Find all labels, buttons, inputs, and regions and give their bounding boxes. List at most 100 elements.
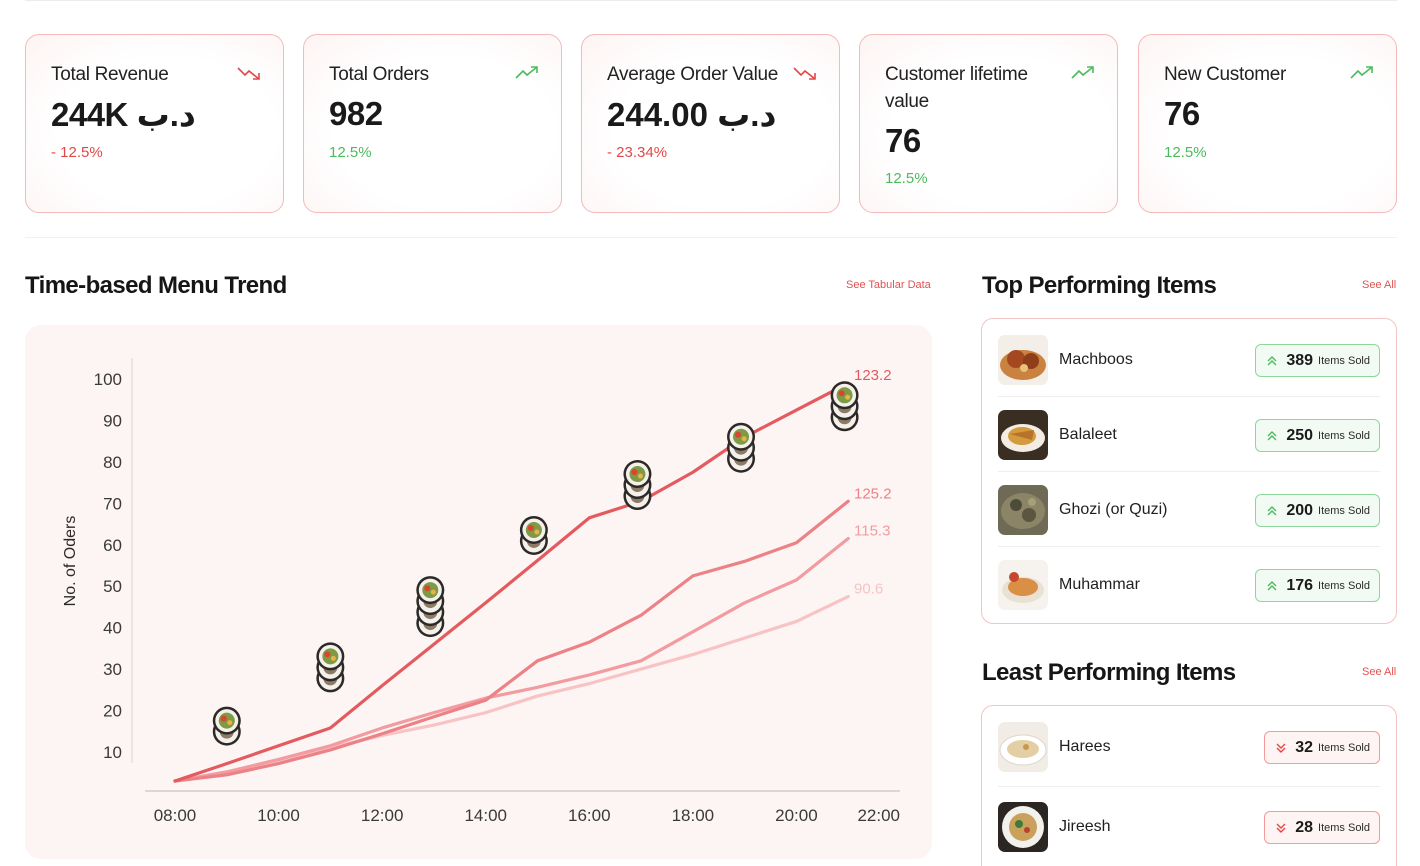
least-items-title: Least Performing Items	[982, 659, 1236, 686]
series-end-label: 125.2	[854, 485, 892, 502]
items-sold-count: 28	[1295, 818, 1314, 836]
food-thumbnail	[998, 485, 1048, 535]
kpi-value: 244.00 د.ب	[607, 96, 777, 133]
kpi-title: Average Order Value	[607, 64, 779, 85]
y-tick-label: 60	[103, 536, 122, 555]
items-sold-count: 200	[1286, 501, 1314, 519]
kpi-title: Total Revenue	[51, 64, 169, 85]
x-tick-label: 08:00	[154, 806, 197, 825]
top-items-list: Machboos 389 Items Sold Balaleet 250 Ite…	[981, 318, 1397, 624]
items-sold-badge: 250 Items Sold	[1255, 419, 1380, 452]
kpi-card-average-order-value[interactable]: Average Order Value 244.00 د.ب - 23.34%	[581, 34, 840, 213]
series-end-label: 123.2	[854, 367, 892, 384]
y-axis-label: No. of Oders	[62, 516, 79, 607]
kpi-delta: 12.5%	[1164, 144, 1207, 161]
food-thumbnail	[998, 335, 1048, 385]
items-sold-badge: 28 Items Sold	[1264, 811, 1380, 844]
x-tick-label: 12:00	[361, 806, 404, 825]
y-tick-label: 50	[103, 577, 122, 596]
kpi-card-total-orders[interactable]: Total Orders 982 12.5%	[303, 34, 562, 213]
x-tick-label: 18:00	[672, 806, 715, 825]
series-end-label: 115.3	[854, 523, 890, 540]
top-items-see-all-link[interactable]: See All	[1362, 279, 1397, 291]
x-tick-label: 22:00	[857, 806, 900, 825]
items-sold-unit: Items Sold	[1318, 429, 1370, 442]
trend-up-icon	[1071, 66, 1094, 79]
items-sold-count: 250	[1286, 426, 1314, 444]
kpi-value: 244K د.ب	[51, 96, 196, 133]
list-item[interactable]: Machboos 389 Items Sold	[998, 322, 1380, 397]
items-sold-unit: Items Sold	[1318, 504, 1370, 517]
food-thumbnail	[998, 802, 1048, 852]
kpi-value: 76	[1164, 95, 1200, 132]
dish-thumbnail	[416, 576, 445, 605]
divider	[998, 546, 1380, 547]
item-name: Muhammar	[1059, 576, 1140, 593]
y-tick-label: 70	[103, 494, 122, 513]
kpi-row: Total Revenue 244K د.ب - 12.5% Total Ord…	[25, 34, 1397, 213]
divider	[998, 396, 1380, 397]
items-sold-badge: 200 Items Sold	[1255, 494, 1380, 527]
list-item[interactable]: Ghozi (or Quzi) 200 Items Sold	[998, 472, 1380, 547]
kpi-delta: 12.5%	[329, 144, 372, 161]
y-tick-label: 40	[103, 619, 122, 638]
double-chevron-up-icon	[1267, 431, 1277, 441]
kpi-card-new-customer[interactable]: New Customer 76 12.5%	[1138, 34, 1397, 213]
items-sold-count: 176	[1286, 576, 1314, 594]
items-sold-unit: Items Sold	[1318, 354, 1370, 367]
least-items-see-all-link[interactable]: See All	[1362, 666, 1397, 678]
top-divider	[25, 0, 1397, 1]
section-divider	[25, 237, 1397, 238]
food-thumbnail	[998, 722, 1048, 772]
x-tick-label: 10:00	[257, 806, 300, 825]
dish-thumbnail	[623, 460, 652, 489]
series-line	[173, 594, 850, 783]
kpi-delta: 12.5%	[885, 170, 928, 187]
series-end-label: 90.6	[854, 581, 883, 598]
divider	[998, 786, 1380, 787]
least-items-list: Harees 32 Items Sold Jireesh 28 Items So…	[981, 705, 1397, 866]
kpi-delta: - 23.34%	[607, 144, 668, 161]
dish-thumbnail	[316, 642, 345, 671]
menu-trend-chart: No. of Oders 100 90 80 70 60 50 40 30 20 10 08:00…	[62, 358, 900, 825]
trend-up-icon	[515, 66, 538, 79]
kpi-card-customer-lifetime-value[interactable]: Customer lifetime value 76 12.5%	[859, 34, 1118, 213]
trend-down-icon	[237, 67, 260, 80]
kpi-title: New Customer	[1164, 64, 1287, 85]
items-sold-unit: Items Sold	[1318, 741, 1370, 754]
items-sold-badge: 176 Items Sold	[1255, 569, 1380, 602]
dish-thumbnail	[212, 706, 241, 735]
double-chevron-up-icon	[1267, 581, 1277, 591]
divider	[998, 471, 1380, 472]
double-chevron-down-icon	[1276, 823, 1286, 833]
y-tick-label: 20	[103, 702, 122, 721]
item-name: Harees	[1059, 738, 1111, 755]
list-item[interactable]: Jireesh 28 Items Sold	[998, 789, 1380, 864]
list-item[interactable]: Balaleet 250 Items Sold	[998, 397, 1380, 472]
double-chevron-down-icon	[1276, 743, 1286, 753]
y-tick-label: 30	[103, 660, 122, 679]
see-tabular-data-link[interactable]: See Tabular Data	[846, 279, 931, 291]
kpi-card-total-revenue[interactable]: Total Revenue 244K د.ب - 12.5%	[25, 34, 284, 213]
trend-section-title: Time-based Menu Trend	[25, 272, 287, 299]
list-item[interactable]: Harees 32 Items Sold	[998, 709, 1380, 787]
kpi-title: Total Orders	[329, 64, 429, 85]
series-line	[173, 536, 850, 783]
double-chevron-up-icon	[1267, 506, 1277, 516]
kpi-delta: - 12.5%	[51, 144, 103, 161]
x-tick-label: 16:00	[568, 806, 611, 825]
item-name: Machboos	[1059, 351, 1133, 368]
x-tick-label: 14:00	[464, 806, 507, 825]
top-items-title: Top Performing Items	[982, 272, 1217, 299]
y-tick-label: 90	[103, 411, 122, 430]
item-name: Ghozi (or Quzi)	[1059, 501, 1168, 518]
dish-thumbnail	[830, 381, 859, 410]
items-sold-badge: 32 Items Sold	[1264, 731, 1380, 764]
kpi-title: Customer lifetime value	[885, 64, 1028, 112]
list-item[interactable]: Muhammar 176 Items Sold	[998, 547, 1380, 622]
series-line	[173, 499, 850, 783]
x-tick-label: 20:00	[775, 806, 818, 825]
dish-thumbnail	[519, 515, 548, 544]
dish-thumbnail	[727, 422, 756, 451]
items-sold-unit: Items Sold	[1318, 821, 1370, 834]
